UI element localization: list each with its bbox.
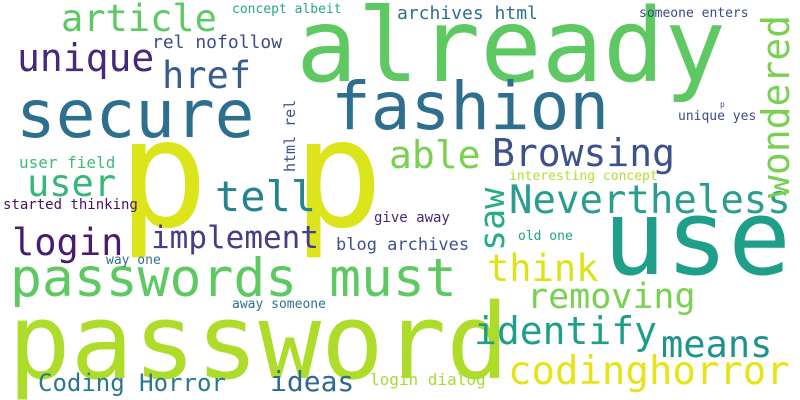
word-way-one: way one [106, 253, 161, 268]
word-ideas: ideas [270, 365, 355, 398]
word-rel-nofollow: rel nofollow [152, 32, 283, 53]
word-removing: removing [527, 277, 696, 317]
word-already: already [296, 0, 726, 106]
word-href: href [162, 54, 252, 97]
word-archives-html: archives html [397, 3, 538, 24]
word-user-field: user field [19, 153, 116, 172]
word-saw: saw [473, 187, 513, 251]
word-started-thinking: started thinking [3, 197, 138, 213]
word-codinghorror: codinghorror [508, 349, 790, 394]
word-article: article [61, 0, 217, 40]
word-interesting-concept: interesting concept [509, 169, 658, 184]
word-passwords-must: passwords must [10, 248, 457, 309]
word-login: login [12, 221, 124, 264]
word-able: able [389, 133, 481, 177]
word-p-small: p [720, 100, 725, 109]
word-means: means [661, 323, 773, 366]
word-think: think [487, 247, 599, 290]
word-nevertheless: Nevertheless [509, 178, 791, 223]
word-coding-horror: Coding Horror [38, 369, 226, 397]
word-someone-enters: someone enters [639, 6, 749, 21]
word-fashion: fashion [331, 68, 610, 145]
word-p-2: p [293, 88, 384, 262]
word-away-someone: away someone [232, 297, 326, 312]
word-give-away: give away [374, 210, 450, 226]
word-unique: unique [17, 36, 155, 80]
word-password: password [8, 281, 509, 400]
word-tell: tell [215, 172, 317, 221]
word-browsing: Browsing [492, 131, 676, 175]
word-concept-albeit: concept albeit [232, 2, 342, 17]
word-identify: identify [474, 309, 658, 353]
word-p-1: p [118, 88, 209, 262]
word-implement: implement [151, 220, 319, 256]
word-login-dialog: login dialog [370, 370, 486, 389]
word-wondered: wondered [754, 14, 798, 198]
word-user: user [27, 162, 117, 205]
word-use: use [603, 177, 791, 299]
word-blog-archives: blog archives [336, 235, 470, 255]
word-secure: secure [16, 76, 255, 153]
word-old-one: old one [518, 229, 573, 244]
word-html-rel: html rel [281, 99, 299, 172]
word-unique-yes: unique yes [678, 109, 757, 124]
